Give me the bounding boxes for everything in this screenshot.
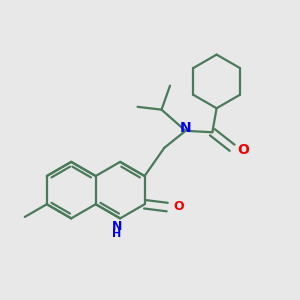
Text: H: H bbox=[112, 229, 121, 239]
Text: N: N bbox=[111, 220, 122, 233]
Text: O: O bbox=[238, 142, 249, 157]
Text: N: N bbox=[180, 122, 191, 136]
Text: O: O bbox=[174, 200, 184, 213]
